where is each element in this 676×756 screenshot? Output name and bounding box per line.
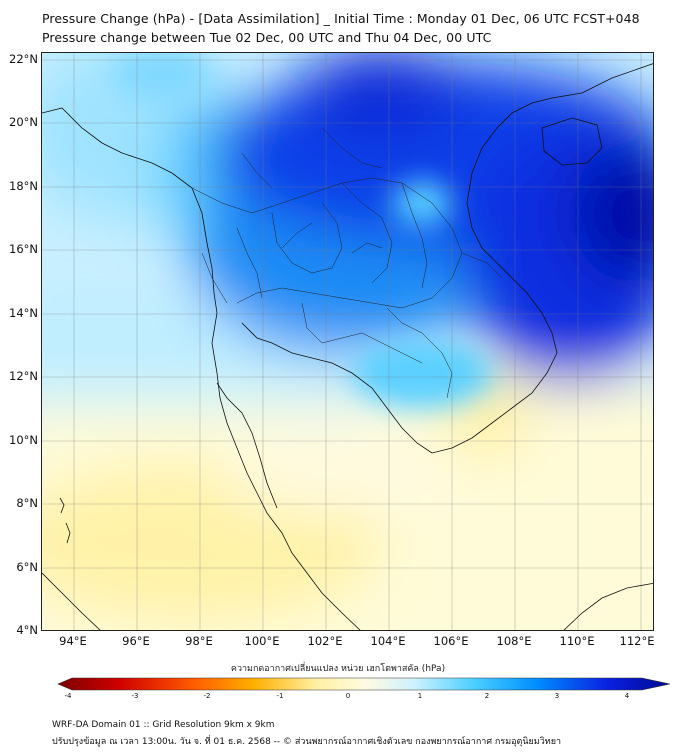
pressure-change-map <box>41 52 654 631</box>
coastlines <box>42 63 653 630</box>
lat-label: 4°N <box>16 623 38 637</box>
pressure-field <box>42 53 653 630</box>
lat-label: 18°N <box>9 179 38 193</box>
lon-label: 94°E <box>59 634 87 648</box>
lat-label: 10°N <box>9 433 38 447</box>
lat-label: 14°N <box>9 306 38 320</box>
colorbar-tick: -4 <box>64 692 72 700</box>
lon-label: 98°E <box>185 634 213 648</box>
graticule <box>42 53 653 630</box>
colorbar-tick: 3 <box>554 692 560 700</box>
lon-label: 102°E <box>307 634 343 648</box>
lon-label: 104°E <box>370 634 406 648</box>
colorbar-tick: 2 <box>484 692 490 700</box>
map-title: Pressure Change (hPa) - [Data Assimilati… <box>42 11 640 26</box>
lon-label: 96°E <box>122 634 150 648</box>
colorbar-tick: 4 <box>624 692 630 700</box>
colorbar-title: ความกดอากาศเปลี่ยนแปลง หน่วย เฮกโตพาสคัล… <box>230 664 446 674</box>
lat-label: 8°N <box>16 496 38 510</box>
lat-label: 12°N <box>9 369 38 383</box>
lon-label: 108°E <box>496 634 532 648</box>
footer-model-info: WRF-DA Domain 01 :: Grid Resolution 9km … <box>52 720 275 730</box>
lat-label: 16°N <box>9 242 38 256</box>
lon-label: 100°E <box>244 634 280 648</box>
lon-label: 112°E <box>619 634 655 648</box>
colorbar-tick: -3 <box>131 692 139 700</box>
colorbar-tick: -2 <box>203 692 211 700</box>
lon-label: 110°E <box>559 634 595 648</box>
colorbar <box>57 677 671 691</box>
footer-credit: ปรับปรุงข้อมูล ณ เวลา 13:00น. วัน จ. ที่… <box>52 737 562 747</box>
lon-label: 106°E <box>433 634 469 648</box>
colorbar-tick: -1 <box>276 692 284 700</box>
colorbar-tick: 0 <box>345 692 351 700</box>
lat-label: 20°N <box>9 115 38 129</box>
admin-borders <box>191 127 503 399</box>
colorbar-tick: 1 <box>417 692 423 700</box>
lat-label: 22°N <box>9 52 38 66</box>
map-subtitle: Pressure change between Tue 02 Dec, 00 U… <box>42 30 492 45</box>
lat-label: 6°N <box>16 560 38 574</box>
